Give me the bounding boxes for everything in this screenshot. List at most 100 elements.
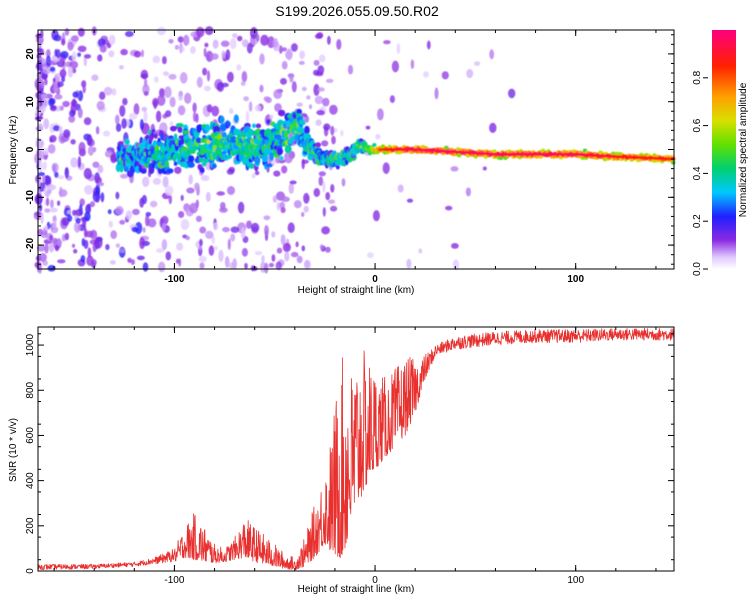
spectrogram-cell <box>263 215 271 221</box>
spectrogram-cell <box>199 226 207 234</box>
spectrogram-cell <box>221 50 226 59</box>
spectrogram-cell <box>435 149 439 153</box>
spectrogram-cell <box>219 207 228 213</box>
spectrogram-cell <box>316 109 325 116</box>
spectrogram-cell <box>282 242 291 252</box>
snr-y-tick-label: 600 <box>25 427 36 444</box>
spectrogram-cell <box>551 152 554 156</box>
spectrogram-cell <box>145 214 150 227</box>
spectrogram-cell <box>44 225 48 231</box>
spectrogram-cell <box>269 114 274 120</box>
spectrogram-cell <box>232 33 238 38</box>
spectrogram-cell <box>77 156 82 169</box>
spectrogram-cell <box>612 155 615 158</box>
spectrogram-cell <box>187 155 195 163</box>
spectrogram-cell <box>102 130 111 137</box>
spectrogram-cell <box>443 149 447 153</box>
spectrogram-cell <box>119 105 126 117</box>
spectrogram-cell <box>386 148 389 151</box>
spectrogram-cell <box>426 148 429 152</box>
spectrogram-cell <box>230 226 240 233</box>
spectrogram-cell <box>440 149 444 153</box>
spectrogram-cell <box>331 135 336 145</box>
spectrogram-cell <box>142 176 150 188</box>
spectrogram-cell <box>378 148 381 151</box>
spectrogram-cell <box>164 110 172 118</box>
spectrogram-cell <box>570 152 574 156</box>
spectrogram-cell <box>121 118 127 129</box>
spectrogram-cell <box>54 244 60 252</box>
spectrogram-cell <box>290 251 299 258</box>
spectrogram-cell <box>322 181 326 193</box>
spectrogram-y-tick-label: -10 <box>25 190 36 205</box>
spectrogram-cell <box>75 217 81 224</box>
spectrogram-cell <box>183 34 190 46</box>
spectrogram-cell <box>492 152 495 156</box>
spectrogram-cell <box>125 210 133 220</box>
spectrogram-cell <box>164 160 170 168</box>
spectrogram-cell <box>469 151 473 155</box>
spectrogram-cell <box>228 108 234 115</box>
spectrogram-cell <box>42 147 49 156</box>
spectrogram-cell <box>84 185 93 195</box>
spectrogram-cell <box>83 239 89 249</box>
spectrogram-cell <box>644 156 648 160</box>
spectrogram-cell <box>325 246 331 253</box>
spectrogram-cell <box>222 226 230 233</box>
spectrogram-cell <box>284 144 292 154</box>
spectrogram-cell <box>443 145 449 150</box>
spectrogram-cell <box>634 156 638 159</box>
spectrogram-cell <box>296 108 303 115</box>
spectrogram-cell <box>280 207 286 214</box>
spectrogram-cell <box>70 99 78 107</box>
spectrogram-cell <box>94 236 103 249</box>
spectrogram-cell <box>549 152 553 156</box>
spectrogram-cell <box>575 152 579 156</box>
spectrogram-x-tick-label: 0 <box>372 274 378 285</box>
spectrogram-cell <box>196 76 203 88</box>
spectrogram-cell <box>68 115 76 123</box>
spectrogram-cell <box>208 245 215 256</box>
spectrogram-cell <box>240 227 246 239</box>
spectrogram-cell <box>489 122 497 133</box>
spectrogram-cell <box>638 156 641 159</box>
spectrogram-cell <box>120 173 128 179</box>
spectrogram-cell <box>427 148 431 152</box>
spectrogram-cell <box>465 187 471 197</box>
snr-y-tick-label: 200 <box>25 517 36 534</box>
spectrogram-cell <box>528 152 532 156</box>
spectrogram-cell <box>252 123 256 129</box>
spectrogram-cell <box>109 260 116 265</box>
spectrogram-cell <box>60 51 69 59</box>
spectrogram-cell <box>323 123 331 131</box>
spectrogram-cell <box>392 148 396 151</box>
spectrogram-cell <box>482 166 487 171</box>
spectrogram-cell <box>254 155 261 165</box>
spectrogram-cell <box>216 133 223 141</box>
spectrogram-cell <box>211 236 215 244</box>
spectrogram-cell <box>173 133 178 140</box>
spectrogram-cell <box>176 123 184 128</box>
spectrogram-cell <box>447 150 450 153</box>
spectrogram-cell <box>96 100 105 111</box>
spectrogram-cell <box>325 192 331 201</box>
spectrogram-cell <box>180 194 184 201</box>
spectrogram-cell <box>70 35 79 42</box>
spectrogram-cell <box>199 238 203 247</box>
spectrogram-cell <box>97 182 105 187</box>
spectrogram-cell <box>143 110 148 123</box>
spectrogram-cell <box>95 126 100 135</box>
spectrogram-cell <box>387 148 391 151</box>
spectrogram-cell <box>485 152 489 156</box>
spectrogram-cell <box>479 152 482 155</box>
spectrogram-cell <box>115 243 121 248</box>
spectrogram-cell <box>40 212 44 225</box>
spectrogram-cell <box>227 71 234 83</box>
spectrogram-cell <box>303 192 310 204</box>
spectrogram-cell <box>610 155 614 158</box>
spectrogram-cell <box>375 134 381 140</box>
spectrogram-cells <box>33 26 676 274</box>
spectrogram-cell <box>509 152 513 156</box>
colorbar-tick-label: 0.6 <box>692 118 703 132</box>
spectrogram-cell <box>650 156 654 160</box>
